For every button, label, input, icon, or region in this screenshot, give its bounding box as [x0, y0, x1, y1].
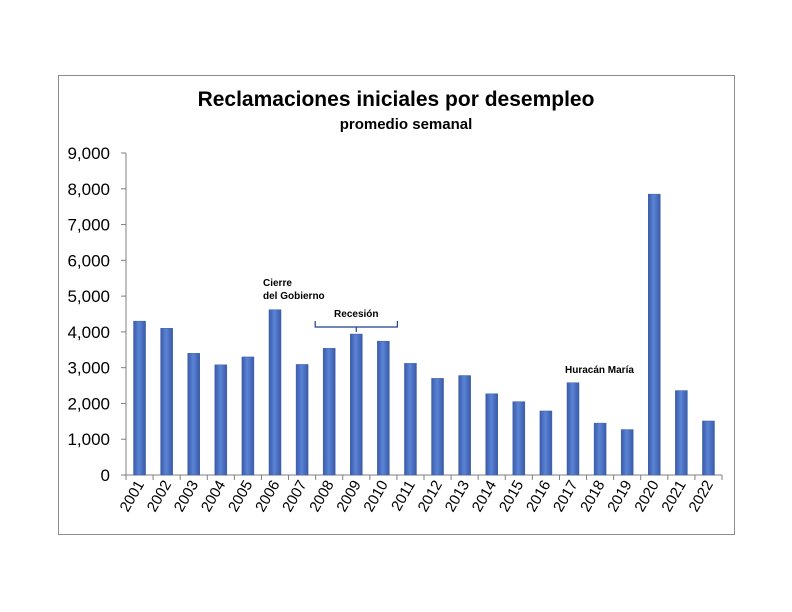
x-tick-label: 2012 [415, 478, 446, 515]
x-tick-label: 2020 [631, 478, 662, 515]
x-tick-label: 2009 [333, 478, 364, 515]
x-tick-label: 2013 [442, 478, 473, 515]
bar [187, 353, 200, 476]
x-tick-label: 2019 [604, 478, 635, 515]
annotations: Cierre del Gobierno Recesión Huracán María [263, 278, 634, 376]
x-tick-label: 2017 [550, 478, 581, 515]
x-tick-label: 2014 [469, 478, 500, 515]
bar [268, 309, 282, 476]
x-tick-label: 2015 [496, 478, 527, 515]
bar [566, 382, 580, 476]
annotation-cierre-gobierno: Cierre del Gobierno [263, 278, 325, 302]
bar [702, 420, 715, 476]
x-tick-label: 2011 [388, 478, 419, 514]
x-tick-label: 2006 [252, 478, 283, 515]
bars [133, 193, 715, 476]
annotation-huracan-maria: Huracán María [565, 365, 634, 376]
chart-subtitle: promedio semanal [339, 116, 473, 133]
bar [322, 348, 336, 476]
x-tick-label: 2002 [144, 478, 175, 515]
x-tick-label: 2008 [306, 478, 337, 515]
y-tick-label: 2,000 [67, 394, 110, 413]
x-tick-label: 2010 [360, 478, 391, 515]
x-tick-label: 2016 [523, 478, 554, 515]
y-tick-label: 5,000 [67, 287, 110, 306]
bar [593, 422, 607, 476]
y-tick-label: 0 [101, 466, 110, 485]
y-tick-label: 9,000 [67, 144, 110, 163]
bar [485, 393, 498, 476]
y-tick-label: 7,000 [67, 216, 110, 235]
y-tick-label: 1,000 [67, 430, 110, 449]
y-tick-label: 4,000 [67, 323, 110, 342]
x-tick-label: 2021 [658, 478, 689, 515]
bar [620, 429, 634, 476]
bar [648, 193, 661, 476]
x-tick-label: 2018 [577, 478, 608, 515]
annotation-recesion: Recesión [334, 309, 378, 320]
x-tick-label: 2007 [279, 478, 310, 515]
bar [458, 375, 471, 476]
bar [431, 378, 444, 476]
bar [160, 328, 173, 476]
bar [675, 390, 688, 476]
bar [241, 356, 255, 476]
bar [539, 410, 553, 476]
y-tick-label: 8,000 [67, 180, 110, 199]
x-tick-label: 2022 [686, 478, 717, 515]
chart-title: Reclamaciones iniciales por desempleo [197, 88, 595, 111]
bar [350, 333, 363, 476]
x-tick-label: 2005 [225, 478, 256, 515]
bar [404, 363, 417, 476]
y-tick-label: 3,000 [67, 359, 110, 378]
recession-bracket [314, 321, 398, 332]
bar [512, 401, 526, 476]
bar [377, 340, 390, 476]
bar [214, 364, 228, 476]
x-tick-label: 2003 [171, 478, 202, 515]
y-tick-label: 6,000 [67, 251, 110, 270]
x-tick-label: 2004 [198, 478, 229, 515]
bar [295, 364, 309, 476]
x-tick-label: 2001 [117, 478, 148, 515]
bar [133, 320, 146, 476]
